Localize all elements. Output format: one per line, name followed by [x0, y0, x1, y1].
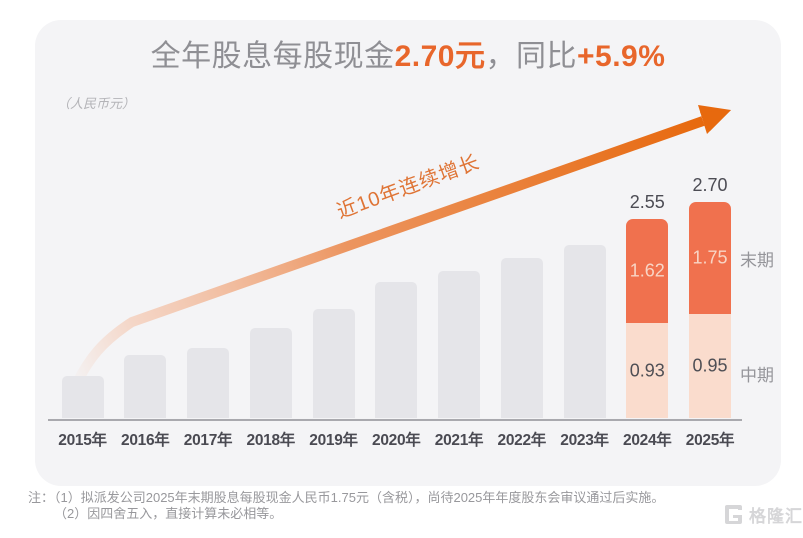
gelonghui-watermark: 格隆汇 — [722, 502, 803, 527]
bar-final-2025年: 1.75 — [689, 202, 731, 314]
legend-interim-label: 中期 — [740, 366, 774, 385]
footnote-line-2: （2）因四舍五入，直接计算未必相等。 — [54, 506, 283, 521]
x-axis-label: 2021年 — [434, 432, 484, 449]
bar-2023年 — [563, 245, 606, 418]
footnotes: 注：（1）拟派发公司2025年末期股息每股现金人民币1.75元（含税），尚待20… — [28, 490, 664, 522]
x-axis-label: 2024年 — [623, 432, 672, 449]
total-value-label: 2.70 — [692, 175, 728, 195]
title-text-2: ，同比 — [485, 40, 577, 73]
bar-2018年 — [249, 328, 292, 418]
bar-interim-2024年: 0.93 — [626, 323, 669, 418]
bar-2015年 — [61, 376, 104, 418]
final-value-label: 1.62 — [629, 260, 665, 281]
bar-interim-2025年: 0.95 — [689, 314, 731, 418]
x-axis-label: 2016年 — [121, 432, 170, 449]
watermark-text: 格隆汇 — [749, 507, 803, 526]
title-yoy-value: +5.9% — [576, 40, 666, 73]
bar-2019年 — [312, 309, 355, 418]
x-axis-label: 2015年 — [58, 432, 107, 449]
x-axis-label: 2020年 — [372, 432, 421, 449]
final-value-label: 1.75 — [692, 247, 728, 268]
x-axis-label: 2022年 — [497, 432, 547, 449]
page-title: 全年股息每股现金2.70元，同比+5.9% — [35, 40, 781, 74]
x-axis-label: 2025年 — [685, 432, 735, 449]
total-value-label: 2.55 — [629, 192, 665, 212]
currency-unit-label: （人民币元） — [57, 96, 136, 111]
bar-2016年 — [124, 355, 167, 418]
title-text-1: 全年股息每股现金 — [150, 40, 395, 73]
footnote-line-1: 注：（1）拟派发公司2025年末期股息每股现金人民币1.75元（含税），尚待20… — [28, 490, 664, 506]
bar-2017年 — [187, 348, 229, 418]
x-axis-label: 2017年 — [183, 432, 233, 449]
footnote-text-1: （1）拟派发公司2025年末期股息每股现金人民币1.75元（含税），尚待2025… — [54, 490, 665, 505]
bar-2020年 — [375, 282, 418, 418]
x-axis-line — [48, 419, 742, 421]
bar-2021年 — [438, 271, 480, 418]
x-axis-label: 2019年 — [309, 432, 358, 449]
x-axis-label: 2018年 — [246, 432, 296, 449]
gelonghui-logo-icon — [725, 504, 742, 524]
interim-value-label: 0.93 — [629, 360, 665, 380]
bar-final-2024年: 1.62 — [626, 219, 669, 323]
title-dividend-value: 2.70元 — [394, 40, 486, 73]
legend-final-label: 末期 — [740, 251, 774, 270]
x-axis-label: 2023年 — [560, 432, 609, 449]
bar-2022年 — [500, 258, 543, 418]
footnote-prefix: 注： — [28, 490, 55, 505]
interim-value-label: 0.95 — [692, 355, 728, 376]
